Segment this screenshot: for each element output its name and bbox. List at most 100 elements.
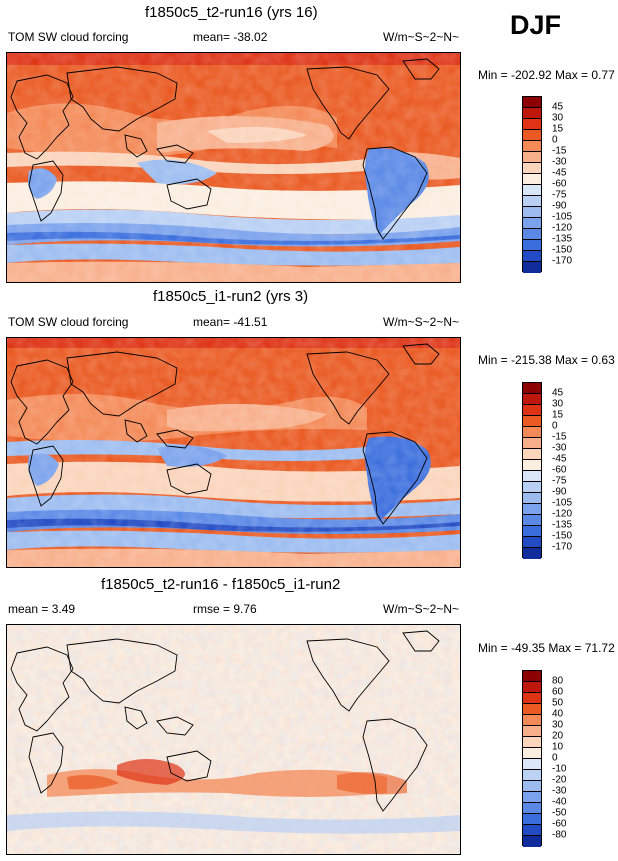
panel2-units: W/m~S~2~N~ <box>383 315 460 329</box>
panel1-cbar-tick: -150 <box>552 244 573 256</box>
panel2-colorbar-swatch <box>523 405 541 416</box>
panel3-colorbar-swatch <box>523 781 541 792</box>
panel3-colorbar-swatch <box>523 770 541 781</box>
panel1-cbar-tick: 45 <box>552 101 564 113</box>
panel2-colorbar-swatch <box>523 482 541 493</box>
panel3-colorbar-swatch <box>523 726 541 737</box>
panel1-coastlines <box>10 58 440 240</box>
panel1-cbar-tick: 30 <box>552 112 564 124</box>
panel3-cbar-tick: -30 <box>552 785 567 797</box>
panel3-cbar-tick: 80 <box>552 675 564 687</box>
panel1-colorbar-swatch <box>523 196 541 207</box>
panel2-cbar-tick: -15 <box>552 431 567 443</box>
panel1-colorbar-swatch <box>523 130 541 141</box>
panel2-cbar-tick: -90 <box>552 486 567 498</box>
panel3-cbar-tick: 50 <box>552 697 564 709</box>
panel1-map <box>6 52 461 283</box>
panel1-cbar-tick: 15 <box>552 123 564 135</box>
panel1-colorbar-swatch <box>523 218 541 229</box>
panel2-colorbar-swatch <box>523 427 541 438</box>
season-label: DJF <box>510 10 562 40</box>
panel2-cbar-tick: -135 <box>552 519 573 531</box>
panel3-colorbar-swatch <box>523 814 541 825</box>
panel1-colorbar-swatch <box>523 185 541 196</box>
panel1-colorbar-swatch <box>523 152 541 163</box>
panel3-colorbar-swatch <box>523 704 541 715</box>
panel2-colorbar-swatch <box>523 515 541 526</box>
panel3-colorbar-swatch <box>523 737 541 748</box>
panel3-cbar-tick: 20 <box>552 730 564 742</box>
panel2-cbar-tick: -105 <box>552 497 573 509</box>
panel3-cbar-tick: 30 <box>552 719 564 731</box>
panel1-colorbar <box>522 96 542 273</box>
panel1-colorbar-swatch <box>523 262 541 273</box>
panel3-colorbar-swatch <box>523 682 541 693</box>
panel3-colorbar <box>522 670 542 847</box>
panel3-colorbar-swatch <box>523 715 541 726</box>
panel2-cbar-tick: -60 <box>552 464 567 476</box>
panel2-coastlines <box>10 343 440 525</box>
panel3-colorbar-swatch <box>523 671 541 682</box>
panel3-colorbar-swatch <box>523 803 541 814</box>
panel2-colorbar-swatch <box>523 504 541 515</box>
panel2-colorbar-swatch <box>523 526 541 537</box>
panel2-colorbar-swatch <box>523 416 541 427</box>
panel3-units: W/m~S~2~N~ <box>383 602 460 616</box>
panel1-colorbar-swatch <box>523 174 541 185</box>
panel2-cbar-tick: -150 <box>552 530 573 542</box>
panel1-cbar-tick: -75 <box>552 189 567 201</box>
panel3-colorbar-swatch <box>523 693 541 704</box>
panel2-colorbar-swatch <box>523 438 541 449</box>
panel2-minmax: Min = -215.38 Max = 0.63 <box>478 353 615 367</box>
panel3-cbar-tick: 60 <box>552 686 564 698</box>
panel1-colorbar-swatch <box>523 141 541 152</box>
panel3-cbar-tick: -60 <box>552 818 567 830</box>
panel1-cbar-tick: -120 <box>552 222 573 234</box>
panel3-cbar-tick: -80 <box>552 829 567 841</box>
panel1-cbar-tick: -170 <box>552 255 573 267</box>
panel3-title: f1850c5_t2-run16 - f1850c5_i1-run2 <box>101 576 341 593</box>
panel2-title: f1850c5_i1-run2 (yrs 3) <box>153 288 309 305</box>
panel3-colorbar-swatch <box>523 748 541 759</box>
panel1-cbar-tick: -90 <box>552 200 567 212</box>
panel3-colorbar-swatch <box>523 759 541 770</box>
panel3-mean-label: mean = 3.49 <box>8 602 76 616</box>
panel2-colorbar-swatch <box>523 537 541 548</box>
panel3-cbar-tick: -20 <box>552 774 567 786</box>
panel1-mean-label: mean= -38.02 <box>193 30 268 44</box>
panel2-cbar-tick: 15 <box>552 409 564 421</box>
panel2-colorbar-swatch <box>523 394 541 405</box>
panel3-colorbar-swatch <box>523 825 541 836</box>
panel1-units: W/m~S~2~N~ <box>383 30 460 44</box>
panel3-minmax: Min = -49.35 Max = 71.72 <box>478 641 615 655</box>
panel1-cbar-tick: -15 <box>552 145 567 157</box>
panel1-minmax: Min = -202.92 Max = 0.77 <box>478 68 615 82</box>
panel1-cbar-tick: -135 <box>552 233 573 245</box>
panel2-colorbar-swatch <box>523 493 541 504</box>
panel2-mean-label: mean= -41.51 <box>193 315 268 329</box>
panel1-colorbar-swatch <box>523 240 541 251</box>
panel2-colorbar <box>522 382 542 559</box>
panel2-cbar-tick: -170 <box>552 541 573 553</box>
panel3-cbar-tick: 40 <box>552 708 564 720</box>
panel1-colorbar-swatch <box>523 251 541 262</box>
panel3-map <box>6 624 461 855</box>
panel1-cbar-tick: -105 <box>552 211 573 223</box>
panel1-cbar-tick: -60 <box>552 178 567 190</box>
panel1-cbar-tick: 0 <box>552 134 558 146</box>
panel1-colorbar-swatch <box>523 229 541 240</box>
panel2-cbar-tick: 0 <box>552 420 558 432</box>
panel2-colorbar-swatch <box>523 460 541 471</box>
panel2-colorbar-swatch <box>523 471 541 482</box>
panel2-cbar-tick: -120 <box>552 508 573 520</box>
panel3-colorbar-swatch <box>523 792 541 803</box>
panel3-cbar-tick: -10 <box>552 763 567 775</box>
panel2-map <box>6 337 461 568</box>
panel3-coastlines <box>10 630 440 812</box>
panel3-cbar-tick: 10 <box>552 741 564 753</box>
panel2-colorbar-swatch <box>523 383 541 394</box>
panel2-colorbar-swatch <box>523 548 541 559</box>
panel1-colorbar-swatch <box>523 119 541 130</box>
panel3-cbar-tick: -40 <box>552 796 567 808</box>
panel2-cbar-tick: -30 <box>552 442 567 454</box>
